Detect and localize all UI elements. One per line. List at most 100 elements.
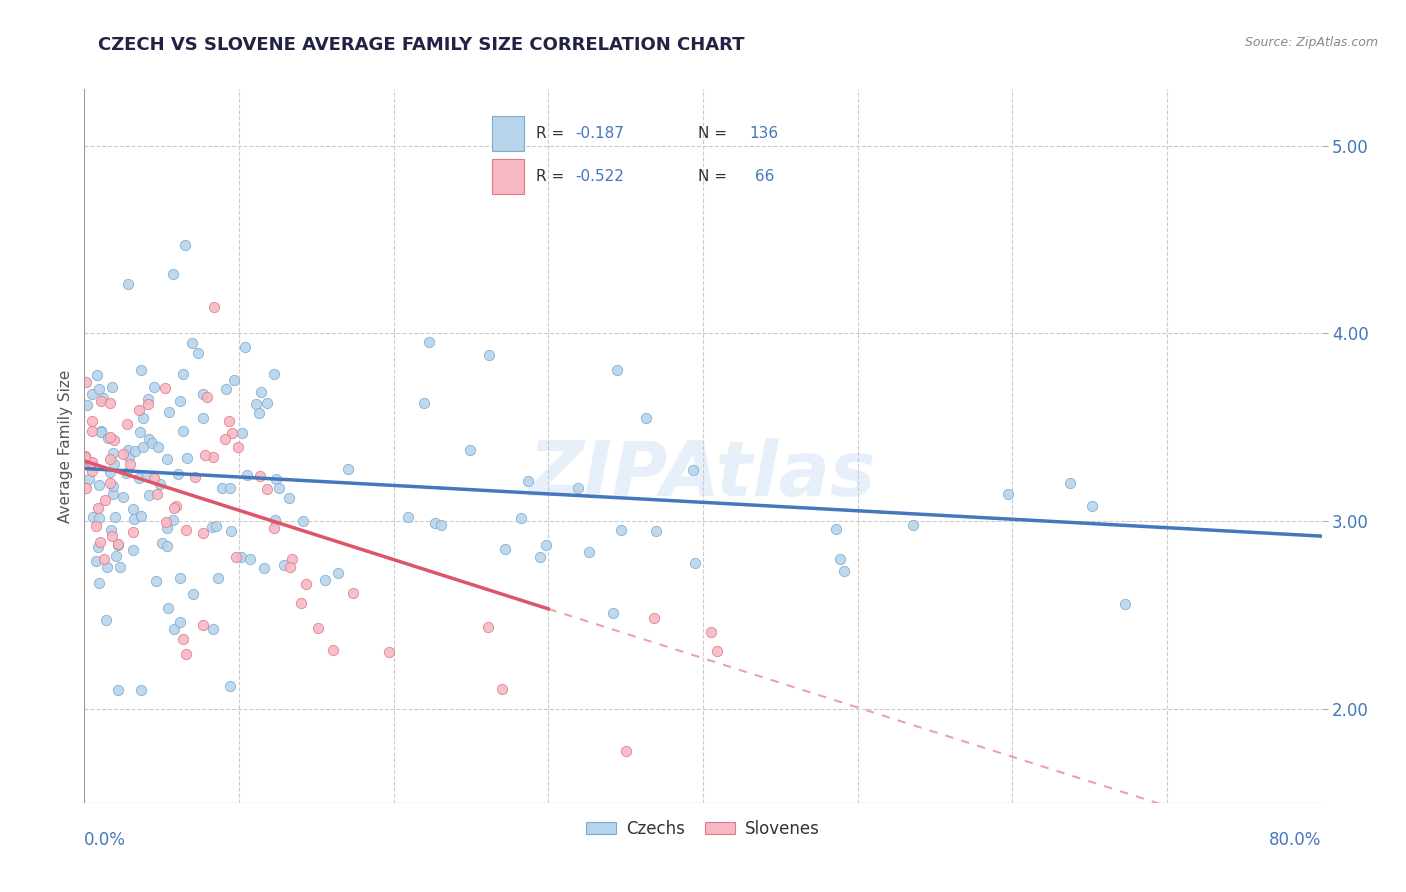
Point — [131, 363, 153, 377]
Point — [75, 375, 97, 389]
Point — [256, 396, 278, 410]
Point — [172, 424, 194, 438]
Point — [903, 518, 925, 533]
Point — [136, 397, 159, 411]
Point — [233, 340, 256, 354]
Point — [115, 467, 138, 481]
Point — [193, 410, 215, 425]
Point — [132, 440, 155, 454]
Point — [98, 396, 121, 410]
Point — [238, 552, 260, 566]
Point — [98, 466, 121, 480]
Point — [87, 541, 110, 555]
Point — [418, 334, 440, 349]
Point — [191, 387, 214, 401]
Point — [194, 448, 217, 462]
Point — [458, 442, 481, 457]
Point — [278, 491, 301, 505]
Point — [509, 511, 531, 525]
Point — [606, 362, 628, 376]
Point — [87, 511, 110, 525]
Point — [156, 452, 179, 467]
Point — [231, 425, 253, 440]
Point — [201, 520, 224, 534]
Point — [117, 277, 139, 291]
Point — [157, 601, 180, 615]
Point — [80, 424, 103, 438]
Point — [124, 512, 146, 526]
Point — [214, 432, 236, 446]
Point — [1114, 598, 1136, 612]
Point — [222, 372, 245, 386]
Point — [167, 467, 190, 481]
Point — [86, 368, 108, 383]
Point — [264, 513, 287, 527]
Point — [377, 645, 399, 659]
Point — [221, 426, 243, 441]
Point — [82, 387, 104, 401]
Point — [103, 446, 125, 460]
Point — [997, 486, 1019, 500]
Point — [149, 476, 172, 491]
Point — [643, 611, 665, 625]
Point — [290, 596, 312, 610]
Point — [195, 391, 218, 405]
Point — [263, 521, 285, 535]
Point — [614, 743, 637, 757]
Point — [94, 493, 117, 508]
Point — [491, 681, 513, 696]
Point — [121, 543, 143, 558]
Point — [117, 443, 139, 458]
Point — [162, 513, 184, 527]
Point — [105, 549, 128, 563]
Point — [645, 524, 668, 538]
Point — [91, 392, 114, 406]
Point — [204, 518, 226, 533]
Text: 80.0%: 80.0% — [1270, 831, 1322, 849]
Point — [247, 406, 270, 420]
Point — [602, 606, 624, 620]
Text: CZECH VS SLOVENE AVERAGE FAMILY SIZE CORRELATION CHART: CZECH VS SLOVENE AVERAGE FAMILY SIZE COR… — [98, 36, 745, 54]
Point — [529, 549, 551, 564]
Point — [82, 414, 104, 428]
Point — [610, 523, 633, 537]
Point — [122, 525, 145, 540]
Point — [191, 618, 214, 632]
Point — [138, 432, 160, 446]
Y-axis label: Average Family Size: Average Family Size — [58, 369, 73, 523]
Point — [128, 470, 150, 484]
Point — [153, 381, 176, 395]
Point — [101, 486, 124, 500]
Point — [129, 425, 152, 439]
Point — [245, 397, 267, 411]
Point — [278, 560, 301, 574]
Point — [150, 535, 173, 549]
Point — [84, 519, 107, 533]
Point — [112, 491, 135, 505]
Point — [231, 550, 253, 565]
Point — [129, 683, 152, 698]
Point — [162, 500, 184, 515]
Point — [77, 472, 100, 486]
Point — [683, 557, 706, 571]
Point — [80, 464, 103, 478]
Point — [494, 541, 516, 556]
Point — [94, 613, 117, 627]
Point — [281, 552, 304, 566]
Point — [120, 457, 142, 471]
Point — [534, 538, 557, 552]
Point — [96, 559, 118, 574]
Point — [180, 336, 202, 351]
Point — [117, 417, 139, 431]
Point — [219, 481, 242, 495]
Point — [830, 551, 852, 566]
Point — [253, 560, 276, 574]
Point — [207, 571, 229, 585]
Point — [118, 450, 141, 464]
Point — [107, 683, 129, 698]
Point — [295, 576, 318, 591]
Point — [326, 566, 349, 581]
Point — [101, 479, 124, 493]
Point — [218, 679, 240, 693]
Point — [107, 538, 129, 552]
